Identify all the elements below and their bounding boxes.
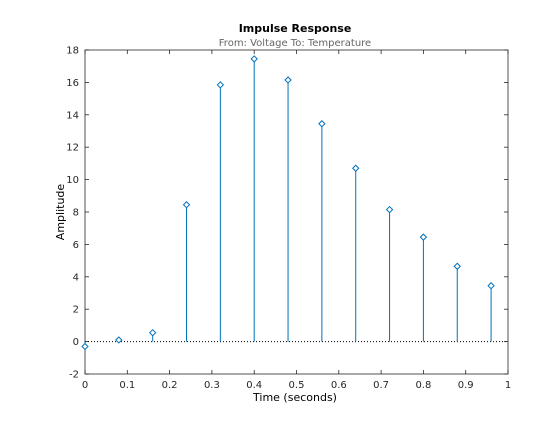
- stem-marker: [182, 201, 191, 209]
- x-tick-label: 0.4: [246, 380, 262, 391]
- y-tick-label: 16: [66, 78, 79, 89]
- x-tick-label: 0.3: [204, 380, 220, 391]
- y-tick-label: 6: [73, 240, 79, 251]
- stem-marker: [148, 328, 157, 337]
- axes-frame: [84, 49, 509, 375]
- y-tick-label: 10: [66, 175, 79, 186]
- x-tick-label: 0: [82, 380, 88, 391]
- stem-marker: [453, 262, 461, 270]
- stem-marker: [318, 120, 326, 128]
- x-tick-label: 1: [505, 380, 511, 391]
- x-tick-label: 0.9: [458, 380, 474, 391]
- x-tick-label: 0.2: [162, 380, 178, 391]
- y-tick-label: 4: [73, 272, 79, 283]
- stem-marker: [487, 282, 495, 290]
- stem-marker: [115, 336, 123, 344]
- x-tick-label: 0.5: [289, 380, 305, 391]
- stem-series: [81, 55, 495, 351]
- stem-marker: [284, 76, 292, 84]
- stem-marker: [385, 205, 394, 214]
- y-axis-label: Amplitude: [54, 184, 67, 241]
- y-tick-label: -2: [69, 370, 79, 381]
- stem-marker: [250, 55, 258, 63]
- stem-marker: [81, 342, 89, 351]
- x-axis-label: Time (seconds): [252, 391, 337, 404]
- y-tick-label: 12: [66, 143, 79, 154]
- stem-marker: [216, 81, 225, 89]
- x-tick-label: 0.1: [119, 380, 135, 391]
- stem-marker: [419, 233, 428, 241]
- y-tick-label: 2: [73, 305, 79, 316]
- y-axis-ticks: -2 0 2 4 6 8 10 12 14 16 18: [66, 46, 508, 381]
- y-tick-label: 8: [73, 208, 79, 219]
- x-tick-label: 0.8: [415, 380, 431, 391]
- y-tick-label: 14: [66, 110, 79, 121]
- x-tick-label: 0.6: [331, 380, 347, 391]
- x-tick-label: 0.7: [373, 380, 389, 391]
- y-tick-label: 18: [66, 46, 79, 57]
- stem-marker: [352, 164, 360, 172]
- chart-subtitle: From: Voltage To: Temperature: [219, 38, 371, 49]
- y-tick-label: 0: [73, 337, 79, 348]
- chart-title: Impulse Response: [239, 22, 352, 35]
- x-axis-ticks: 0 0.1 0.2 0.3 0.4 0.5 0.6 0.7 0.8 0.9 1: [82, 50, 511, 391]
- axes-box: [84, 49, 509, 375]
